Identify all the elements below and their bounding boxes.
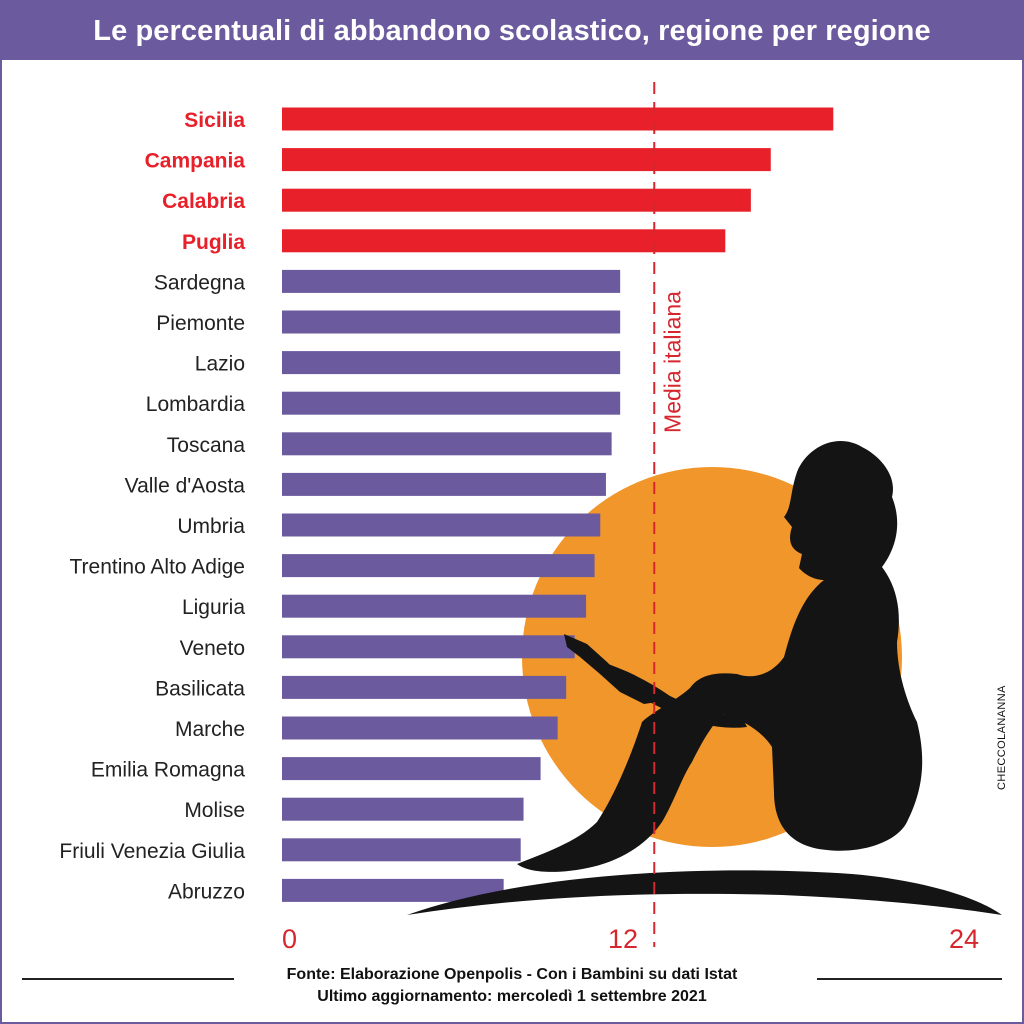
x-axis-ticks-group: 0 12 24 (282, 924, 979, 954)
bar-liguria (282, 594, 587, 618)
bar-piemonte (282, 310, 621, 334)
category-labels-group: Sicilia Campania Calabria Puglia Sardegna Pie… (59, 109, 245, 903)
bar-abruzzo (282, 878, 504, 902)
bar-trentino-alto-adige (282, 554, 595, 578)
bar-valle-d-aosta (282, 472, 606, 496)
label-lombardia: Lombardia (146, 393, 246, 416)
bar-umbria (282, 513, 601, 537)
label-molise: Molise (184, 799, 245, 822)
label-valle-d-aosta: Valle d'Aosta (125, 474, 246, 497)
bar-sicilia (282, 107, 834, 131)
bar-veneto (282, 635, 575, 659)
bar-puglia (282, 229, 726, 253)
label-trentino-alto-adige: Trentino Alto Adige (69, 556, 245, 579)
label-friuli-venezia-giulia: Friuli Venezia Giulia (59, 840, 245, 863)
tick-0: 0 (282, 924, 297, 954)
footer-rule-right (817, 978, 1002, 980)
label-sardegna: Sardegna (154, 271, 245, 294)
bar-friuli-venezia-giulia (282, 838, 521, 862)
bar-toscana (282, 432, 612, 456)
bars-group (282, 107, 834, 902)
average-line-label: Media italiana (659, 291, 685, 433)
artist-credit: CHECCOLANANNA (996, 685, 1008, 790)
label-marche: Marche (175, 718, 245, 741)
bar-basilicata (282, 675, 567, 699)
page-title: Le percentuali di abbandono scolastico, … (93, 14, 931, 47)
label-veneto: Veneto (180, 637, 245, 660)
label-emilia-romagna: Emilia Romagna (91, 759, 245, 782)
title-bar: Le percentuali di abbandono scolastico, … (2, 2, 1022, 60)
label-lazio: Lazio (195, 353, 245, 376)
tick-12: 12 (608, 924, 638, 954)
label-piemonte: Piemonte (156, 312, 245, 335)
label-toscana: Toscana (167, 434, 246, 457)
footer-source: Fonte: Elaborazione Openpolis - Con i Ba… (2, 964, 1022, 1008)
label-sicilia: Sicilia (184, 109, 245, 132)
bar-campania (282, 148, 771, 172)
updated-text: Ultimo aggiornamento: mercoledì 1 settem… (317, 988, 707, 1005)
label-campania: Campania (145, 150, 246, 173)
bar-lombardia (282, 391, 621, 415)
label-calabria: Calabria (162, 190, 245, 213)
bar-calabria (282, 188, 751, 212)
label-umbria: Umbria (177, 515, 245, 538)
label-basilicata: Basilicata (155, 677, 245, 700)
label-puglia: Puglia (182, 231, 245, 254)
child-reading-book-silhouette-icon (407, 441, 1002, 915)
bar-sardegna (282, 269, 621, 293)
bar-lazio (282, 351, 621, 375)
label-liguria: Liguria (182, 596, 245, 619)
tick-24: 24 (949, 924, 979, 954)
label-abruzzo: Abruzzo (168, 880, 245, 903)
bar-molise (282, 797, 524, 821)
footer-rule-left (22, 978, 234, 980)
bar-marche (282, 716, 558, 740)
bar-emilia-romagna (282, 757, 541, 781)
source-text: Fonte: Elaborazione Openpolis - Con i Ba… (286, 966, 738, 983)
